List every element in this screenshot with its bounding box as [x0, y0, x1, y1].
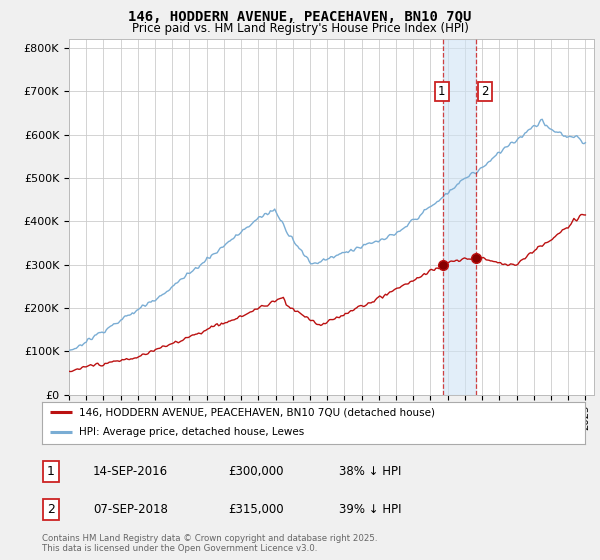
Text: 1: 1 [438, 85, 446, 98]
Bar [443, 39, 476, 395]
Text: HPI: Average price, detached house, Lewes: HPI: Average price, detached house, Lewe… [79, 427, 304, 437]
Text: 146, HODDERN AVENUE, PEACEHAVEN, BN10 7QU (detached house): 146, HODDERN AVENUE, PEACEHAVEN, BN10 7Q… [79, 407, 435, 417]
Text: 14-SEP-2016: 14-SEP-2016 [93, 465, 168, 478]
Text: 146, HODDERN AVENUE, PEACEHAVEN, BN10 7QU: 146, HODDERN AVENUE, PEACEHAVEN, BN10 7Q… [128, 10, 472, 24]
Text: 2: 2 [481, 85, 489, 98]
Text: Contains HM Land Registry data © Crown copyright and database right 2025.
This d: Contains HM Land Registry data © Crown c… [42, 534, 377, 553]
Text: £300,000: £300,000 [228, 465, 284, 478]
Text: 07-SEP-2018: 07-SEP-2018 [93, 503, 168, 516]
Text: Price paid vs. HM Land Registry's House Price Index (HPI): Price paid vs. HM Land Registry's House … [131, 22, 469, 35]
Text: 39% ↓ HPI: 39% ↓ HPI [339, 503, 401, 516]
Text: 2: 2 [47, 503, 55, 516]
Text: 38% ↓ HPI: 38% ↓ HPI [339, 465, 401, 478]
Text: 1: 1 [47, 465, 55, 478]
Text: £315,000: £315,000 [228, 503, 284, 516]
